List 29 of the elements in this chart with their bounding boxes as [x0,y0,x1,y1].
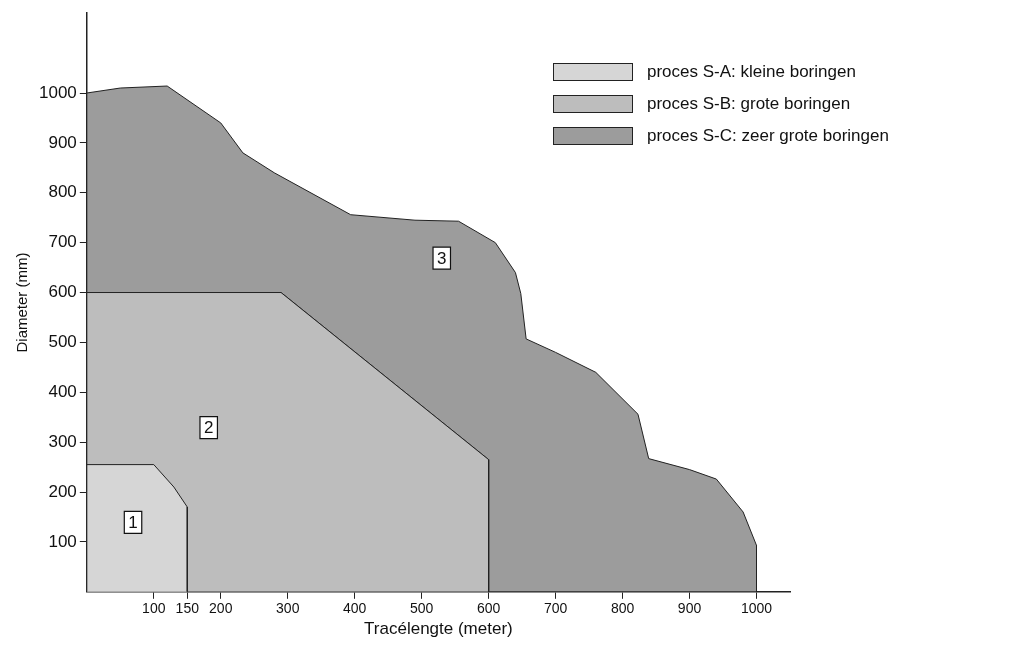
y-tick-label: 600 [48,282,77,302]
annotation: 3 [437,248,447,268]
x-tick-label: 150 [175,600,200,617]
annotation: 1 [128,513,138,533]
x-tick-label: 600 [476,600,501,617]
x-axis-title: Tracélengte (meter) [364,619,513,639]
x-tick-label: 500 [409,600,434,617]
x-tick-label: 900 [677,600,702,617]
legend-label: proces S-B: grote boringen [647,94,851,114]
legend-label: proces S-A: kleine boringen [647,62,856,82]
x-tick-label: 700 [543,600,568,617]
x-tick-label: 400 [343,600,367,617]
x-tick-label: 200 [209,600,233,617]
y-tick-label: 900 [48,132,77,152]
y-tick-label: 200 [48,481,77,501]
y-tick-label: 300 [48,431,77,451]
y-tick-label: 800 [48,182,77,202]
x-tick-label: 800 [610,600,635,617]
y-tick-label: 400 [48,381,77,401]
y-tick-label: 700 [48,232,77,252]
y-tick-label: 500 [48,332,77,352]
legend-label: proces S-C: zeer grote boringen [647,126,889,146]
y-tick-label: 1000 [38,82,77,102]
annotation: 2 [203,418,214,438]
x-tick-label: 300 [276,600,300,617]
y-axis-title: Diameter (mm) [13,252,31,353]
y-tick-label: 100 [48,531,77,551]
x-tick-label: 1000 [740,600,773,617]
x-tick-label: 100 [142,600,166,617]
